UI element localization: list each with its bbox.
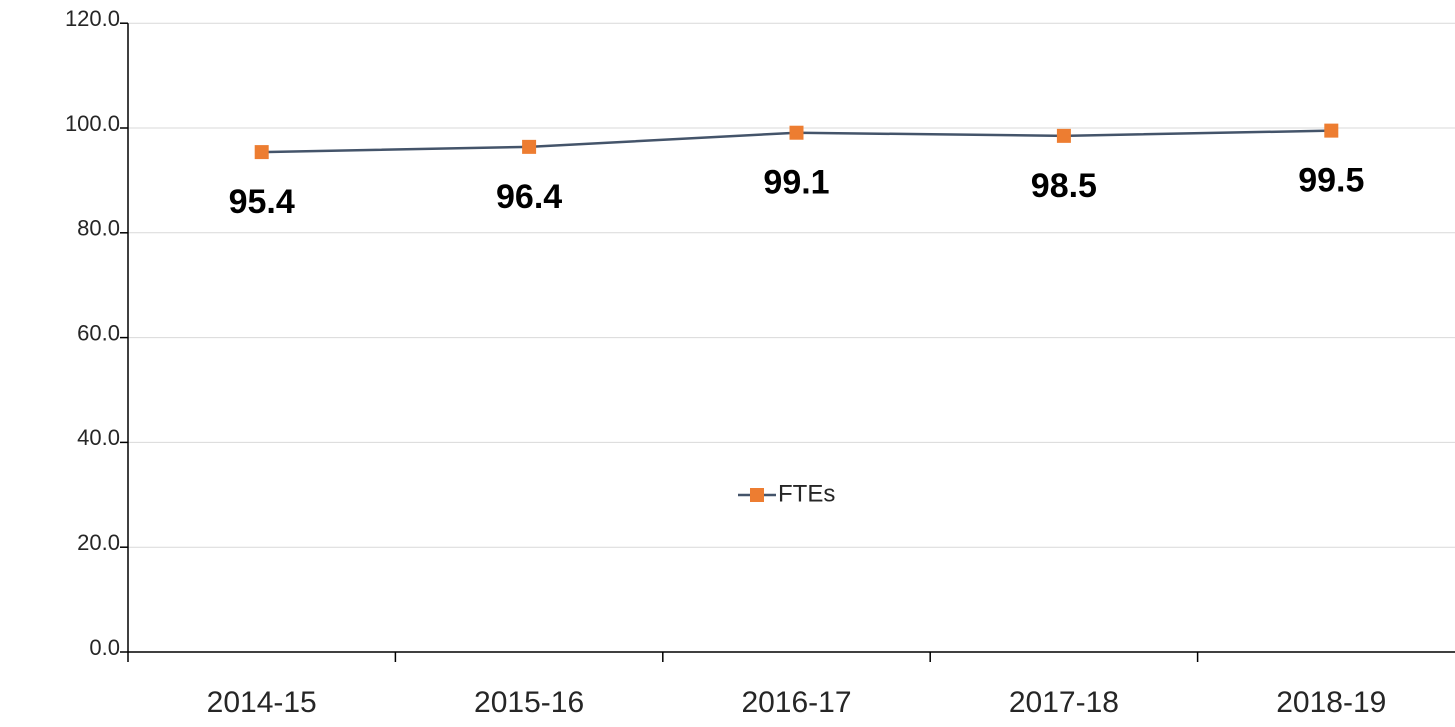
x-tick-label: 2016-17: [741, 686, 851, 719]
data-point: [522, 139, 537, 154]
x-tick-label: 2018-19: [1276, 686, 1386, 719]
y-tick-label: 120.0: [65, 6, 120, 31]
y-tick-label: 80.0: [77, 216, 120, 241]
data-point: [254, 145, 269, 160]
data-label: 95.4: [229, 183, 295, 221]
x-tick-label: 2014-15: [207, 686, 317, 719]
y-tick-label: 100.0: [65, 111, 120, 136]
data-label: 98.5: [1031, 167, 1097, 205]
y-tick-label: 40.0: [77, 425, 120, 450]
y-tick-label: 20.0: [77, 530, 120, 555]
data-point: [1056, 128, 1071, 143]
data-point: [789, 125, 804, 140]
legend-marker: [750, 488, 764, 502]
data-point: [1324, 123, 1339, 138]
data-label: 99.1: [763, 164, 829, 202]
legend-label: FTEs: [778, 480, 835, 507]
x-tick-label: 2015-16: [474, 686, 584, 719]
data-label: 99.5: [1298, 162, 1364, 200]
data-label: 96.4: [496, 178, 562, 216]
y-tick-label: 0.0: [89, 635, 120, 660]
x-tick-label: 2017-18: [1009, 686, 1119, 719]
y-tick-label: 60.0: [77, 320, 120, 345]
